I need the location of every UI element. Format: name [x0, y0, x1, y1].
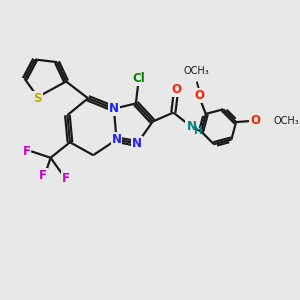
Text: N: N	[186, 120, 197, 133]
Text: O: O	[194, 89, 204, 102]
Text: F: F	[39, 169, 47, 182]
Text: N: N	[112, 133, 122, 146]
Text: O: O	[171, 83, 181, 96]
Text: Cl: Cl	[132, 72, 145, 86]
Text: O: O	[250, 114, 260, 127]
Text: S: S	[33, 92, 42, 105]
Text: N: N	[132, 137, 142, 150]
Text: F: F	[62, 172, 70, 185]
Text: N: N	[109, 102, 119, 115]
Text: H: H	[194, 126, 203, 136]
Text: OCH₃: OCH₃	[184, 67, 210, 76]
Text: F: F	[22, 145, 31, 158]
Text: OCH₃: OCH₃	[274, 116, 299, 126]
